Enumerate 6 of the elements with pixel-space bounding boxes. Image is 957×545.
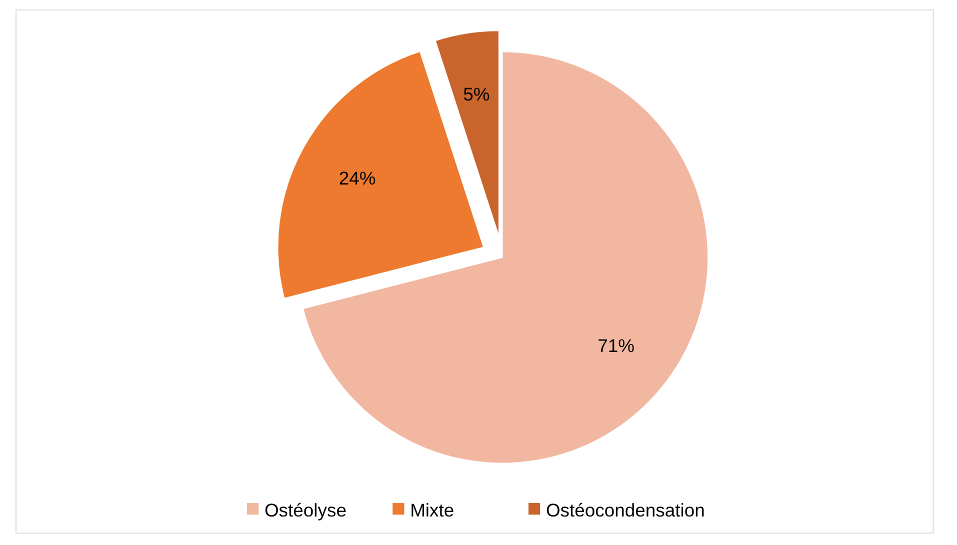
data-label: 71% <box>598 335 635 356</box>
legend-label: Mixte <box>410 499 454 520</box>
data-label: 5% <box>463 84 490 105</box>
legend-label: Ostéocondensation <box>546 499 705 520</box>
data-label: 24% <box>338 167 376 188</box>
legend-label: Ostéolyse <box>264 499 346 520</box>
